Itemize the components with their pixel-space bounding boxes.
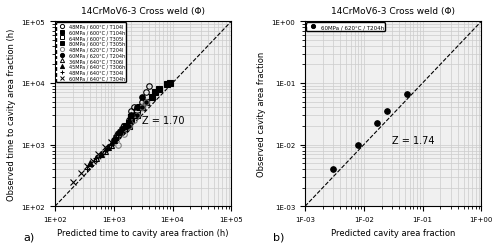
Title: 14CrMoV6-3 Cross weld (Φ): 14CrMoV6-3 Cross weld (Φ) — [81, 7, 205, 16]
Text: Z = 1.70: Z = 1.70 — [142, 116, 184, 126]
Legend: 48MPa / 600°C / T104l, 60MPa / 600°C / T104h, 64MPa / 600°C / T305l, 80MPa / 600: 48MPa / 600°C / T104l, 60MPa / 600°C / T… — [56, 23, 126, 82]
Title: 14CrMoV6-3 Cross weld (Φ): 14CrMoV6-3 Cross weld (Φ) — [331, 7, 455, 16]
Text: Z = 1.74: Z = 1.74 — [392, 135, 434, 145]
Y-axis label: Observed time to cavity area fraction (h): Observed time to cavity area fraction (h… — [7, 28, 16, 200]
Text: b): b) — [274, 232, 284, 241]
Legend: 60MPa / 620°C / T204h: 60MPa / 620°C / T204h — [306, 23, 386, 32]
Y-axis label: Observed cavity area fraction: Observed cavity area fraction — [257, 52, 266, 177]
X-axis label: Predicted time to cavity area fraction (h): Predicted time to cavity area fraction (… — [58, 228, 229, 236]
X-axis label: Predicted cavity area fraction: Predicted cavity area fraction — [331, 228, 456, 236]
Text: a): a) — [23, 232, 34, 241]
